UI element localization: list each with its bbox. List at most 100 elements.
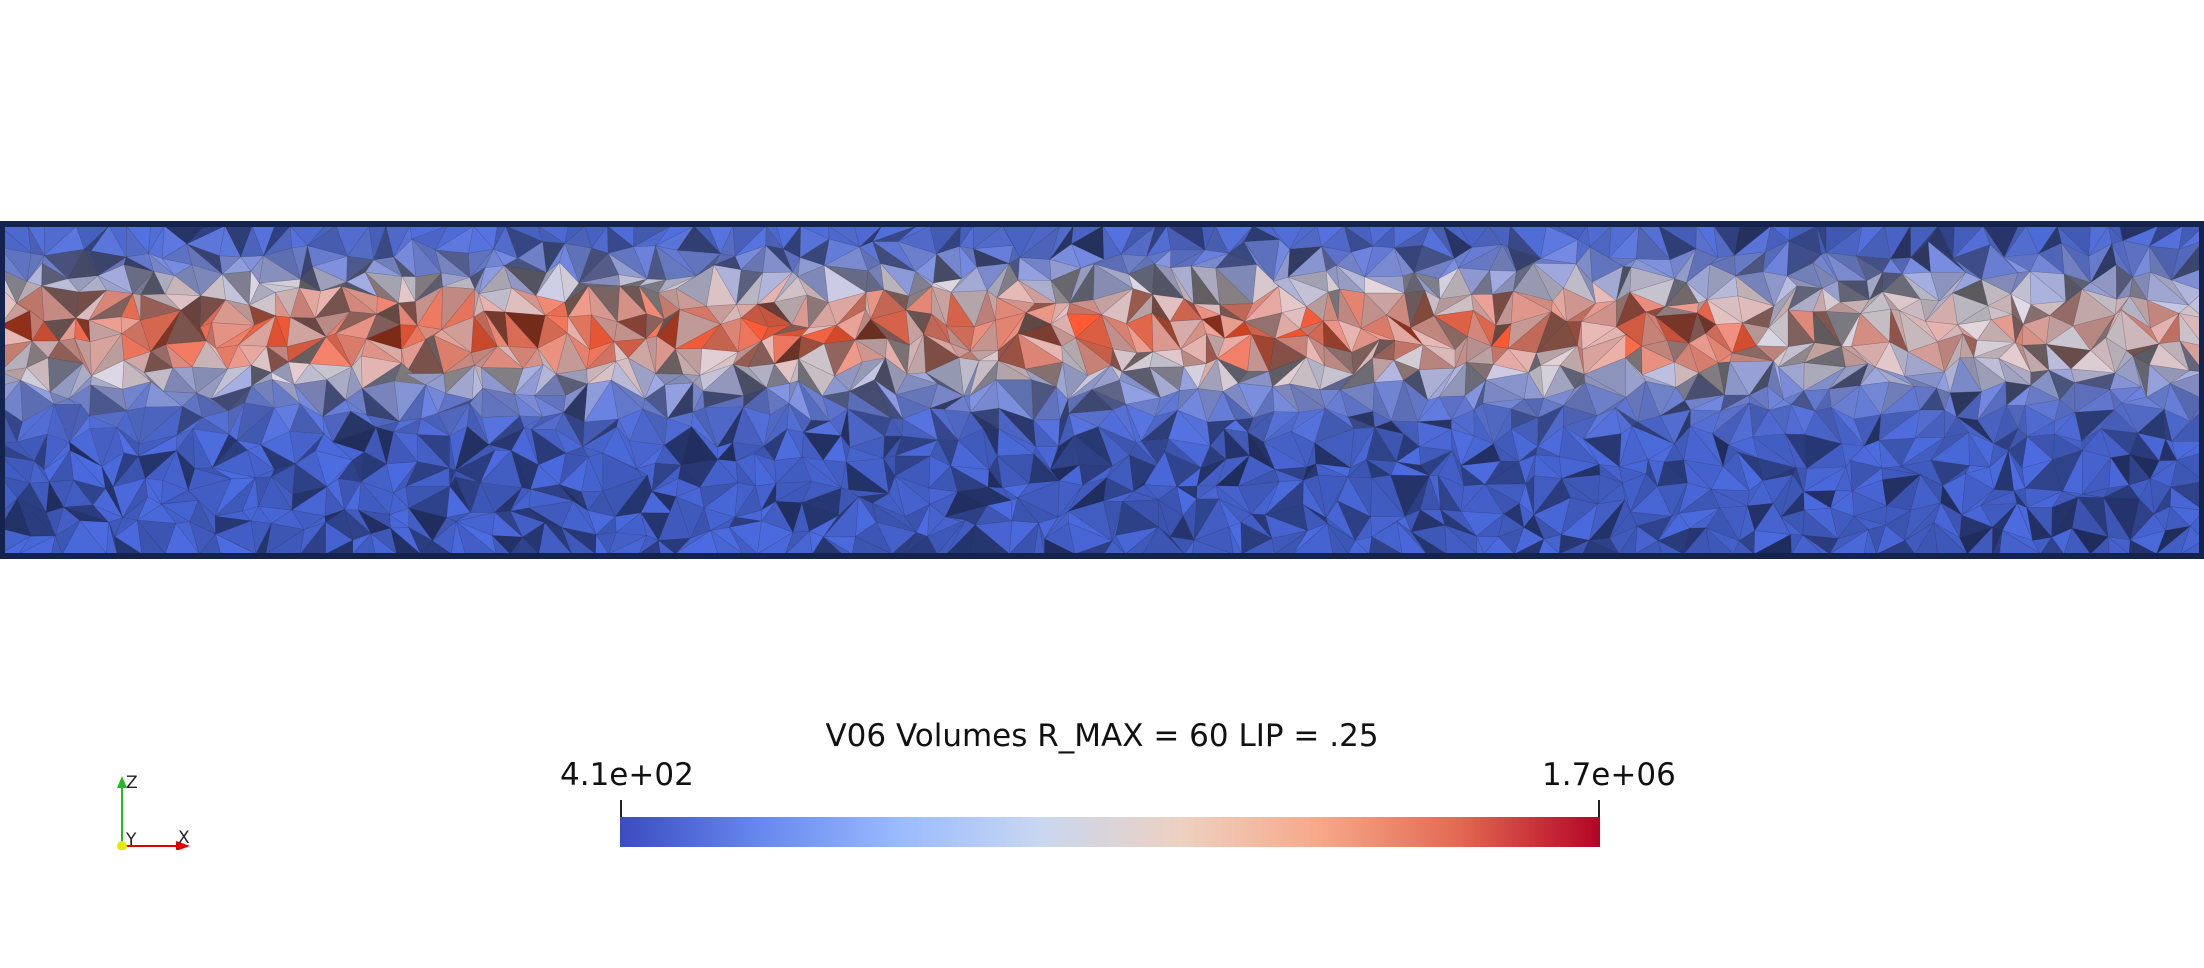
mesh-cell: [88, 316, 123, 335]
mesh-cell: [417, 433, 451, 469]
mesh-cell: [564, 243, 593, 284]
mesh-cell: [1067, 510, 1113, 542]
mesh-cell: [2005, 384, 2032, 406]
mesh-cell: [2006, 404, 2026, 430]
mesh-cell: [1539, 239, 1579, 265]
mesh-cell: [1631, 425, 1675, 461]
mesh-cell: [969, 350, 999, 362]
mesh-cell: [180, 295, 202, 328]
mesh-cell: [433, 329, 472, 354]
mesh-cell: [2005, 381, 2032, 406]
scalar-bar-gradient[interactable]: [620, 817, 1600, 847]
mesh-cell: [1365, 458, 1392, 479]
mesh-cell: [120, 316, 142, 335]
mesh-cell: [655, 245, 698, 281]
mesh-cell: [1851, 490, 1888, 517]
mesh-cell: [1657, 512, 1680, 541]
mesh-cell: [2121, 402, 2165, 434]
mesh-cell: [1512, 262, 1553, 302]
mesh-cell: [266, 314, 288, 347]
mesh-cell: [164, 275, 202, 297]
mesh-cell: [1157, 499, 1184, 538]
mesh-cell: [271, 378, 301, 409]
mesh-cell: [995, 297, 1027, 321]
mesh-cell: [1629, 278, 1675, 307]
mesh-cell: [211, 299, 256, 326]
mesh-cell: [905, 308, 925, 346]
mesh-cell: [754, 453, 777, 485]
mesh-cell: [1102, 224, 1122, 260]
mesh-cell: [1371, 339, 1396, 359]
mesh-cell: [1457, 244, 1503, 269]
mesh-cell: [1220, 314, 1246, 339]
mesh-cell: [879, 262, 910, 297]
mesh-cell: [41, 262, 69, 287]
mesh-cell: [1299, 306, 1324, 330]
mesh-cell: [469, 267, 486, 290]
mesh-cell: [974, 505, 1013, 526]
mesh-cell: [610, 379, 644, 420]
mesh-cell: [1372, 357, 1395, 384]
mesh-cell: [478, 265, 506, 294]
mesh-cell: [544, 315, 569, 334]
orientation-axes[interactable]: Z Y X: [100, 770, 210, 850]
mesh-cell: [270, 509, 305, 531]
mesh-cell: [1582, 407, 1622, 440]
mesh-cell: [1250, 513, 1273, 539]
mesh-cell: [1175, 466, 1202, 487]
mesh-cell: [212, 467, 256, 480]
mesh-cell: [1110, 347, 1123, 373]
mesh-cell: [1519, 482, 1535, 516]
mesh-cell: [398, 275, 416, 304]
mesh-cell: [1890, 257, 1912, 275]
mesh-cell: [2170, 370, 2204, 384]
mesh-cell: [1364, 276, 1405, 294]
mesh-cell: [1755, 327, 1789, 348]
mesh-cell: [657, 275, 697, 294]
mesh-cell: [123, 256, 154, 272]
mesh-cell: [528, 507, 562, 528]
mesh-cell: [92, 488, 124, 519]
mesh-cell: [773, 358, 800, 385]
mesh-cell: [27, 225, 45, 257]
mesh-cell: [246, 444, 275, 470]
mesh-cell: [1103, 491, 1134, 502]
mesh-cell: [1882, 474, 1922, 507]
mesh-cell: [1094, 263, 1134, 290]
mesh-cell: [1017, 333, 1064, 363]
mesh-cell: [2146, 299, 2180, 329]
mesh-cell: [760, 483, 777, 512]
mesh-cell: [1090, 364, 1121, 391]
mesh-cell: [1338, 288, 1366, 330]
mesh-cell: [1976, 319, 2016, 343]
mesh-cell: [437, 398, 474, 414]
mesh-cell: [675, 478, 701, 498]
mesh-cell: [236, 407, 275, 446]
mesh-cell: [2072, 314, 2116, 351]
mesh-cell: [1322, 345, 1355, 376]
mesh-triangles: [0, 224, 2204, 556]
mesh-cell: [67, 275, 99, 293]
mesh-cell: [0, 340, 33, 373]
mesh-cell: [2133, 356, 2147, 398]
mesh-cell: [905, 286, 933, 311]
mesh-cell: [1460, 443, 1501, 466]
mesh-cell: [1372, 382, 1392, 422]
mesh-cell: [1780, 516, 1804, 536]
mesh-cell: [930, 395, 964, 410]
mesh-cell: [225, 299, 256, 327]
mesh-cell: [2178, 312, 2204, 347]
mesh-cell: [165, 343, 193, 369]
mesh-cell: [63, 479, 94, 508]
mesh-cell: [895, 435, 938, 457]
mesh-cell: [173, 264, 202, 297]
mesh-cell: [1373, 359, 1405, 383]
mesh-cell: [1523, 371, 1545, 400]
mesh-volume-render[interactable]: [0, 220, 2204, 560]
mesh-cell: [1164, 451, 1202, 488]
mesh-cell: [1615, 407, 1633, 435]
mesh-cell: [1764, 225, 1790, 253]
mesh-cell: [740, 317, 769, 342]
mesh-cell: [67, 248, 99, 280]
